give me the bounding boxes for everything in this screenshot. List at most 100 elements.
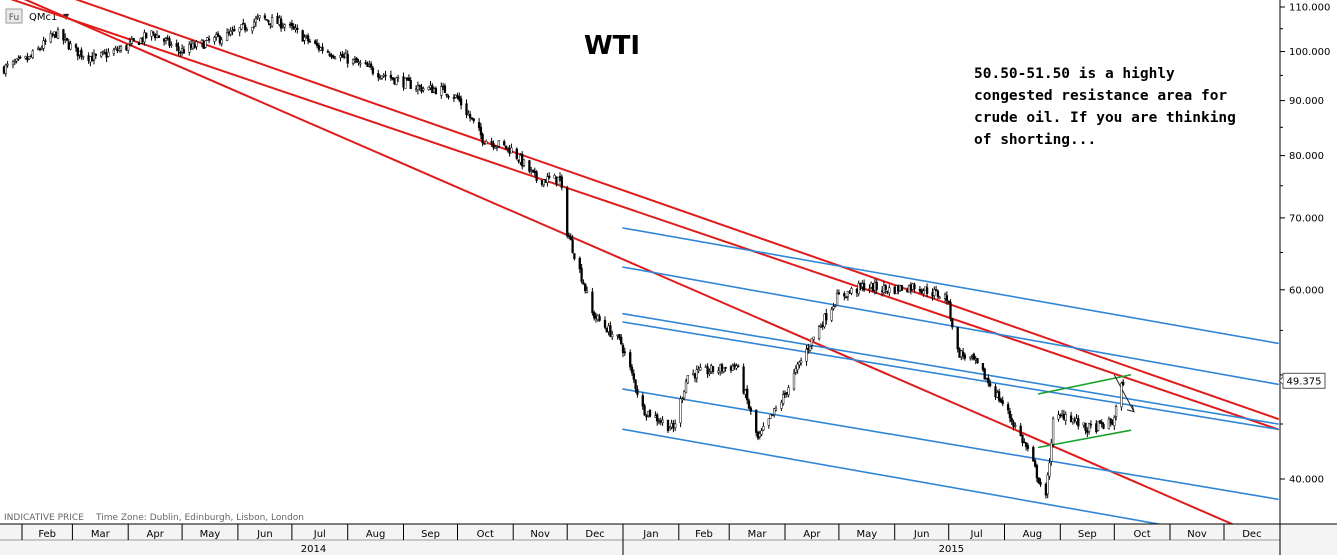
candle-body [452,97,456,99]
candle-body [170,44,173,46]
candle-body [409,80,412,89]
candle-body [13,61,16,64]
candle-body [837,292,841,295]
candle-body [69,43,72,50]
month-label: Dec [1242,529,1261,540]
candle-body [118,48,121,51]
candle-body [731,365,734,371]
candle-body [875,281,878,290]
candle-body [427,86,430,91]
candle-body [202,41,205,49]
candle-body [580,267,583,282]
candle-body [114,47,117,50]
candle-body [830,309,833,321]
candle-body [145,32,148,39]
candle-body [674,423,677,428]
candle-body [598,316,601,321]
candle-body [607,325,610,332]
symbol-icon [5,8,23,24]
candle-body [825,313,828,321]
candle-body [130,39,133,44]
candle-body [544,179,547,183]
candle-body [1113,417,1116,427]
candle-body [846,291,850,297]
candle-body [339,54,342,59]
candle-body [1060,413,1064,416]
candle-body [328,53,331,56]
candle-body [1098,420,1102,423]
candle-body [377,73,380,78]
candle-body [983,368,986,380]
candle-body [571,239,574,253]
candle-body [560,176,563,188]
candle-body [799,360,803,364]
candle-body [407,77,411,81]
candle-body [56,29,60,39]
candle-body [994,386,997,398]
candle-body [661,419,664,423]
candle-body [207,38,211,41]
candle-body [792,372,796,390]
candle-body [987,377,990,384]
candle-body [62,29,65,41]
candle-body [670,423,673,428]
candle-body [116,48,119,52]
candle-body [623,351,626,353]
candle-body [1096,421,1100,431]
candle-body [164,38,168,41]
candle-body [252,21,256,27]
candle-body [999,398,1003,403]
candle-body [100,52,103,57]
candle-body [55,31,58,38]
candle-body [729,366,733,371]
candle-body [49,33,52,43]
candle-body [693,373,697,379]
candle-body [812,336,815,340]
candle-body [472,118,475,122]
candle-body [647,411,650,416]
month-label: Nov [1187,529,1207,540]
candle-body [796,363,799,370]
candle-body [479,126,483,136]
price-tick-label: 60.000 [1289,285,1324,296]
candle-body [870,282,873,288]
candle-body [112,49,115,54]
candle-body [555,176,558,185]
candle-body [958,348,961,358]
candle-body [924,286,927,291]
candle-body [317,45,321,50]
candle-body [659,420,662,423]
candle-body [605,328,608,333]
month-label: Apr [803,529,821,540]
candle-body [722,367,725,372]
price-tick-label: 80.000 [1289,151,1324,162]
candle-body [132,37,135,42]
candle-body [988,383,992,387]
candle-body [155,34,159,39]
candle-body [686,375,689,384]
price-tick-label: 40.000 [1289,475,1324,486]
candle-body [91,55,94,62]
candle-body [596,315,599,320]
candle-body [717,370,720,373]
candle-body [720,364,724,372]
candle-body [1064,414,1067,421]
candle-body [182,49,186,54]
candle-body [704,366,707,369]
candle-body [303,36,306,41]
candle-body [1107,418,1111,430]
candle-body [531,169,535,172]
candle-body [380,75,384,79]
candle-body [546,176,549,183]
candle-body [396,77,400,79]
candle-body [506,146,509,149]
candle-body [528,160,531,172]
candle-body [204,40,207,48]
green-trendline [1037,374,1132,395]
candle-body [886,290,889,293]
candle-body [1026,445,1030,449]
month-label: Sep [1078,529,1097,540]
candle-body [794,368,797,373]
last-price-badge: 49.375 [1278,372,1326,389]
candle-body [443,85,447,93]
